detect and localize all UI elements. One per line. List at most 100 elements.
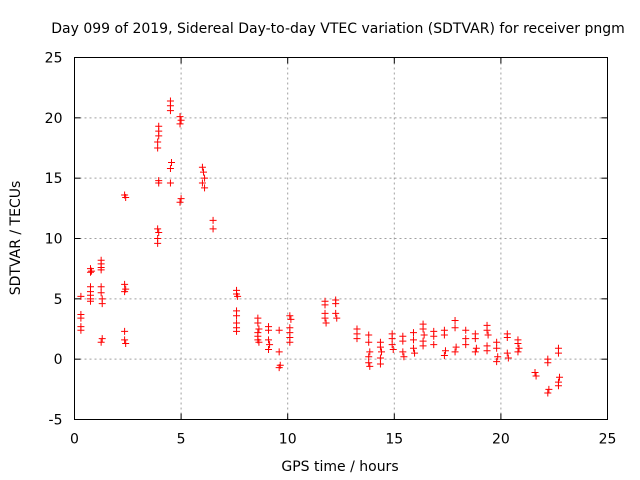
x-tick-label: 25 [599,432,617,448]
data-points [77,97,564,397]
data-point-marker [154,239,162,247]
data-point-marker [86,297,94,305]
data-point-marker [452,343,460,351]
data-point-marker [155,132,163,140]
y-tick-label: 15 [45,171,63,187]
data-point-marker [483,347,491,355]
y-tick-label: 5 [54,292,63,308]
data-point-marker [365,338,373,346]
data-point-marker [166,107,174,115]
data-point-marker [430,341,438,349]
y-tick-label: 25 [45,51,63,67]
data-point-marker [286,338,294,346]
data-point-marker [353,335,361,343]
data-point-marker [176,120,184,128]
data-point-marker [209,225,217,233]
data-point-marker [493,338,501,346]
data-point-marker [332,309,340,317]
x-tick-label: 0 [70,432,79,448]
data-point-marker [88,267,96,275]
data-point-marker [121,336,129,344]
data-point-marker [545,385,553,393]
data-point-marker [97,289,105,297]
data-point-marker [98,300,106,308]
data-point-marker [176,198,184,206]
data-point-marker [493,344,501,352]
data-point-marker [388,335,396,343]
data-point-marker [462,341,470,349]
data-point-marker [333,314,341,322]
data-point-marker [365,331,373,339]
data-point-marker [531,368,539,376]
data-point-marker [376,354,384,362]
data-point-marker [321,301,329,309]
data-point-marker [365,359,373,367]
x-tick-label: 10 [279,432,297,448]
data-point-marker [77,292,85,300]
data-point-marker [121,288,129,296]
data-point-marker [471,335,479,343]
data-point-marker [97,338,105,346]
data-point-marker [399,348,407,356]
grid [74,57,608,420]
data-point-marker [556,373,564,381]
data-point-marker [321,314,329,322]
data-point-marker [198,163,206,171]
data-point-marker [544,359,552,367]
data-point-marker [378,348,386,356]
data-point-marker [409,329,417,337]
data-point-marker [483,326,491,334]
chart-title: Day 099 of 2019, Sidereal Day-to-day VTE… [51,21,625,37]
data-point-marker [532,372,540,380]
data-point-marker [97,266,105,274]
data-point-marker [484,331,492,339]
x-axis-title: GPS time / hours [281,459,398,475]
data-point-marker [419,342,427,350]
data-point-marker [176,113,184,121]
data-point-marker [122,339,130,347]
data-point-marker [265,346,273,354]
data-point-marker [440,331,448,339]
data-point-marker [77,326,85,334]
data-point-marker [209,216,217,224]
data-point-marker [154,144,162,152]
data-point-marker [503,333,511,341]
data-point-marker [441,347,449,355]
data-point-marker [177,195,185,203]
data-point-marker [199,168,207,176]
y-tick-label: 20 [45,111,63,127]
y-tick-label: 0 [54,352,63,368]
data-point-marker [399,337,407,345]
data-point-marker [287,315,295,323]
data-point-marker [440,352,448,360]
data-point-marker [554,382,562,390]
y-axis-title: SDTVAR / TECUs [8,181,24,296]
data-point-marker [255,325,263,333]
data-point-marker [462,335,470,343]
data-point-marker [286,312,294,320]
data-point-marker [503,349,511,357]
data-point-marker [266,341,274,349]
data-point-marker [98,335,106,343]
data-point-marker [554,349,562,357]
y-tick-label: -5 [49,413,63,429]
data-point-marker [265,326,273,334]
data-point-marker [400,353,408,361]
data-point-marker [86,268,94,276]
x-tick-labels: 0 5 10 15 20 25 [70,432,616,448]
data-point-marker [366,362,374,370]
x-tick-label: 20 [492,432,510,448]
data-point-marker [515,344,523,352]
data-point-marker [514,339,522,347]
data-point-marker [419,325,427,333]
data-point-marker [514,348,522,356]
data-point-marker [154,225,162,233]
data-point-marker [275,364,283,372]
data-point-marker [493,358,501,366]
data-point-marker [201,184,209,192]
data-point-marker [544,389,552,397]
data-point-marker [77,314,85,322]
data-point-marker [494,353,502,361]
data-point-marker [275,348,283,356]
